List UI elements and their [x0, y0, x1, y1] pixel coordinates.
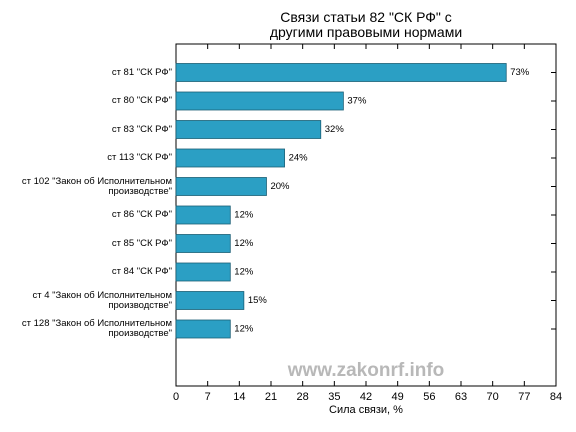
x-tick-label: 14: [233, 391, 245, 403]
x-tick-label: 84: [550, 391, 562, 403]
y-tick-label: ст 113 "СК РФ": [107, 152, 172, 163]
x-tick-label: 49: [392, 391, 404, 403]
y-tick-label: ст 85 "СК РФ": [111, 237, 172, 249]
value-label: 37%: [347, 96, 367, 107]
value-label: 15%: [248, 295, 268, 306]
bar: [175, 205, 231, 225]
chart-title: Связи статьи 82 "СК РФ" с другими правов…: [269, 9, 463, 40]
x-tick-label: 7: [205, 391, 211, 403]
value-label: 32%: [325, 124, 345, 135]
bar: [175, 63, 507, 82]
x-tick-label: 63: [455, 391, 467, 403]
bar: [175, 234, 231, 253]
value-label: 73%: [510, 67, 530, 78]
y-tick-label: ст 86 "СК РФ": [111, 209, 172, 220]
x-tick-label: 70: [487, 391, 499, 403]
y-tick-label: ст 102 "Закон об Исполнительном производ…: [21, 175, 172, 197]
bar: [175, 91, 344, 111]
bar: [175, 148, 285, 168]
value-label: 20%: [270, 181, 290, 192]
value-label: 12%: [234, 267, 254, 278]
x-tick-label: 42: [360, 391, 372, 403]
y-tick-label: ст 83 "СК РФ": [111, 123, 172, 135]
x-tick-label: 21: [265, 391, 277, 403]
bar: [175, 177, 267, 196]
x-axis-label: Сила связи, %: [329, 404, 403, 416]
x-tick-label: 0: [173, 391, 179, 403]
x-tick-label: 77: [518, 391, 530, 403]
value-label: 12%: [234, 324, 254, 335]
bar: [175, 120, 322, 139]
y-tick-label: ст 4 "Закон об Исполнительном производст…: [32, 289, 172, 311]
x-tick-label: 56: [423, 391, 435, 403]
x-tick-label: 35: [328, 391, 340, 403]
value-label: 12%: [234, 238, 254, 249]
bar: [175, 291, 245, 310]
bar: [175, 319, 231, 339]
value-label: 12%: [234, 210, 254, 221]
bar: [175, 262, 231, 282]
y-tick-label: ст 128 "Закон об Исполнительном производ…: [21, 318, 172, 339]
y-tick-label: ст 80 "СК РФ": [111, 95, 172, 106]
x-tick-label: 28: [297, 391, 309, 403]
value-label: 24%: [289, 153, 309, 164]
watermark: www.zakonrf.info: [287, 360, 445, 381]
y-tick-label: ст 81 "СК РФ": [111, 66, 172, 78]
y-tick-label: ст 84 "СК РФ": [111, 266, 172, 277]
